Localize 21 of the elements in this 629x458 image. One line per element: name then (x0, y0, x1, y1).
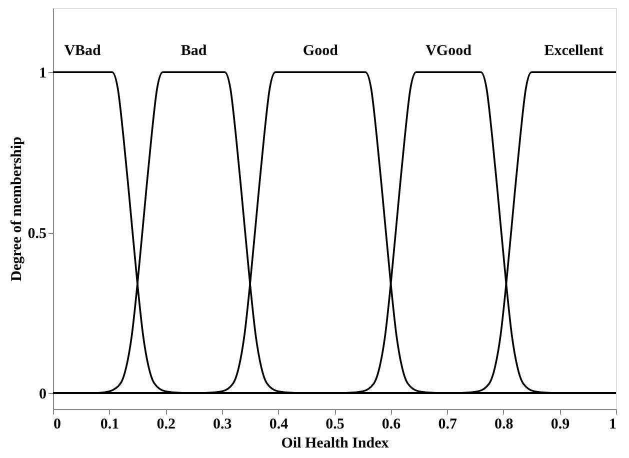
y-axis-title: Degree of membership (8, 136, 25, 282)
x-tick-label: 0.9 (550, 416, 570, 432)
x-tick-label: 0 (54, 416, 61, 432)
y-tick-label: 0.5 (28, 226, 46, 242)
x-tick-label: 0.6 (382, 416, 402, 432)
x-tick-label: 0.8 (494, 416, 514, 432)
x-tick-label: 1 (609, 416, 616, 432)
series-label: VBad (64, 43, 102, 60)
series-label: Good (302, 43, 339, 60)
y-tick-label: 1 (39, 66, 46, 82)
x-tick-label: 0.4 (269, 416, 289, 432)
x-tick-label: 0.3 (213, 416, 232, 432)
x-tick-label: 0.1 (100, 416, 120, 432)
x-axis-title: Oil Health Index (281, 436, 390, 452)
y-tick-label: 0 (39, 386, 46, 402)
series-label: Bad (180, 43, 208, 60)
x-tick-label: 0.7 (438, 416, 458, 432)
series-label: Excellent (544, 43, 604, 60)
x-tick-label: 0.2 (156, 416, 176, 432)
x-tick-label: 0.5 (326, 416, 344, 432)
series-label: VGood (426, 43, 472, 60)
